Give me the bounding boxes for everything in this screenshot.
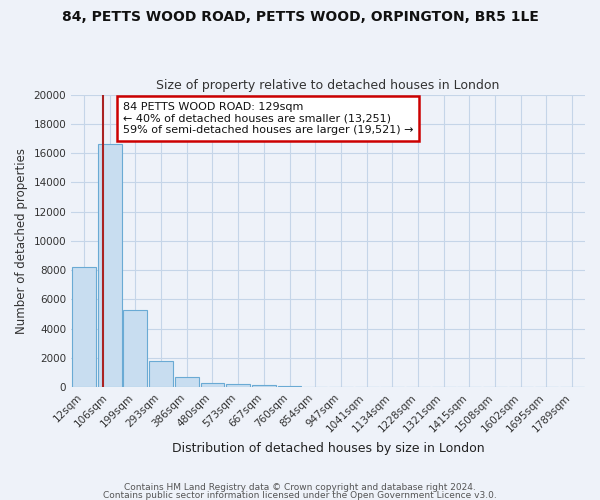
Bar	[200, 383, 224, 388]
X-axis label: Distribution of detached houses by size in London: Distribution of detached houses by size …	[172, 442, 484, 455]
Y-axis label: Number of detached properties: Number of detached properties	[15, 148, 28, 334]
Bar	[226, 384, 250, 388]
Bar	[72, 268, 96, 388]
Bar	[252, 385, 276, 388]
Bar	[149, 361, 173, 388]
Title: Size of property relative to detached houses in London: Size of property relative to detached ho…	[157, 79, 500, 92]
Bar	[278, 386, 301, 388]
Text: 84, PETTS WOOD ROAD, PETTS WOOD, ORPINGTON, BR5 1LE: 84, PETTS WOOD ROAD, PETTS WOOD, ORPINGT…	[62, 10, 538, 24]
Bar	[175, 377, 199, 388]
Bar	[303, 386, 327, 388]
Text: Contains HM Land Registry data © Crown copyright and database right 2024.: Contains HM Land Registry data © Crown c…	[124, 484, 476, 492]
Text: 84 PETTS WOOD ROAD: 129sqm
← 40% of detached houses are smaller (13,251)
59% of : 84 PETTS WOOD ROAD: 129sqm ← 40% of deta…	[122, 102, 413, 135]
Bar	[124, 310, 148, 388]
Text: Contains public sector information licensed under the Open Government Licence v3: Contains public sector information licen…	[103, 490, 497, 500]
Bar	[98, 144, 122, 388]
